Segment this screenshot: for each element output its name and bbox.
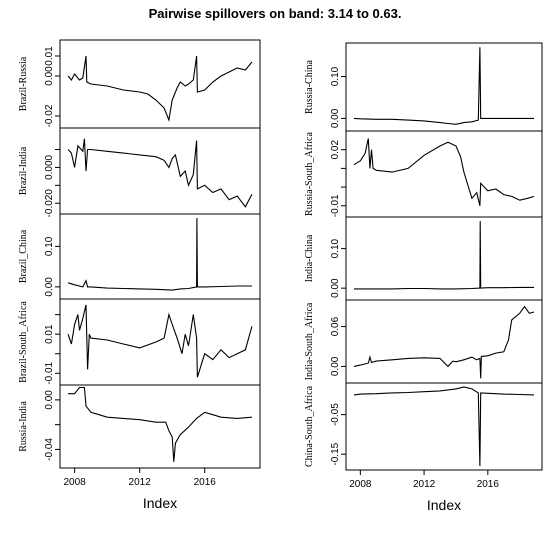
x-tick-label: 2008: [64, 477, 87, 488]
x-tick-label: 2016: [477, 479, 500, 490]
y-tick-label: -0.01: [330, 194, 341, 217]
y-tick-label: -0.020: [44, 189, 55, 218]
y-tick-label: 0.00: [44, 66, 55, 86]
panel-label: Brazil_China: [18, 229, 29, 283]
panel-brazil_china: 0.00 0.10 Brazil_China: [18, 213, 261, 300]
panel-label: Brazil-India: [18, 146, 29, 195]
panel-label: India-South_Africa: [304, 302, 315, 380]
y-tick-label: 0.00: [330, 278, 341, 298]
y-tick-label: 0.00: [44, 390, 55, 410]
y-tick-label: 0.10: [330, 238, 341, 258]
y-tick-label: 0.00: [330, 108, 341, 128]
y-tick-label: 0.01: [44, 324, 55, 344]
panel-brazil-india: -0.020 0.000 Brazil-India: [18, 127, 261, 218]
series-line-brazil-russia: [67, 55, 253, 123]
page-title: Pairwise spillovers on band: 3.14 to 0.6…: [148, 6, 402, 21]
panel-china-south_africa: -0.15 -0.05 China-South_Africa: [304, 382, 543, 471]
panel-label: Brazil-South_Africa: [18, 301, 29, 383]
y-tick-label: 0.00: [330, 356, 341, 376]
panel-frame: [345, 382, 543, 471]
panel-frame: [345, 42, 543, 132]
panel-label: India-China: [304, 234, 315, 282]
panel-india-south_africa: 0.00 0.06 India-South_Africa: [304, 299, 543, 384]
panel-frame: [59, 127, 261, 215]
y-tick-label: -0.02: [44, 104, 55, 127]
y-tick-label: 0.10: [330, 66, 341, 86]
series-line-brazil-south_africa: [67, 304, 253, 378]
panel-russia-south_africa: -0.01 0.02 Russia-South_Africa: [304, 130, 543, 218]
series-line-brazil-india: [67, 138, 253, 208]
x-axis-label: Index: [427, 497, 461, 513]
series-line-russia-south_africa: [353, 138, 535, 206]
y-tick-label: 0.000: [44, 154, 55, 179]
y-tick-label: -0.15: [330, 442, 341, 465]
series-line-india-china: [354, 220, 534, 290]
y-tick-label: -0.04: [44, 438, 55, 461]
panel-brazil-south_africa: -0.01 0.01 Brazil-South_Africa: [18, 298, 261, 386]
panel-frame: [59, 384, 261, 469]
panel-frame: [59, 298, 261, 386]
panel-russia-india: -0.04 0.00 Russia-India: [18, 384, 261, 469]
y-tick-label: -0.05: [330, 403, 341, 426]
x-tick-label: 2012: [129, 477, 152, 488]
panel-label: Russia-China: [304, 59, 315, 113]
series-line-brazil_china: [67, 217, 252, 291]
panel-frame: [345, 299, 543, 384]
series-line-china-south_africa: [353, 386, 535, 467]
series-line-russia-china: [353, 47, 534, 125]
series-line-russia-india: [68, 386, 252, 462]
y-tick-label: 0.00: [44, 277, 55, 297]
y-tick-label: 0.06: [330, 316, 341, 336]
panel-label: Russia-South_Africa: [304, 132, 315, 216]
x-tick-label: 2012: [413, 479, 436, 490]
x-tick-label: 2016: [194, 477, 217, 488]
y-tick-label: 0.01: [44, 46, 55, 66]
y-tick-label: 0.10: [44, 236, 55, 256]
panel-label: Russia-India: [18, 401, 29, 452]
panel-brazil-russia: -0.02 0.000.01 Brazil-Russia: [18, 39, 261, 129]
y-tick-label: -0.01: [44, 361, 55, 384]
panel-label: China-South_Africa: [304, 385, 315, 467]
x-tick-label: 2008: [349, 479, 372, 490]
series-line-india-south_africa: [353, 305, 535, 379]
panel-label: Brazil-Russia: [18, 56, 29, 111]
panel-india-china: 0.00 0.10 India-China: [304, 216, 543, 301]
x-axis-label: Index: [143, 495, 177, 511]
panel-russia-china: 0.00 0.10 Russia-China: [304, 42, 543, 132]
y-tick-label: 0.02: [330, 140, 341, 160]
